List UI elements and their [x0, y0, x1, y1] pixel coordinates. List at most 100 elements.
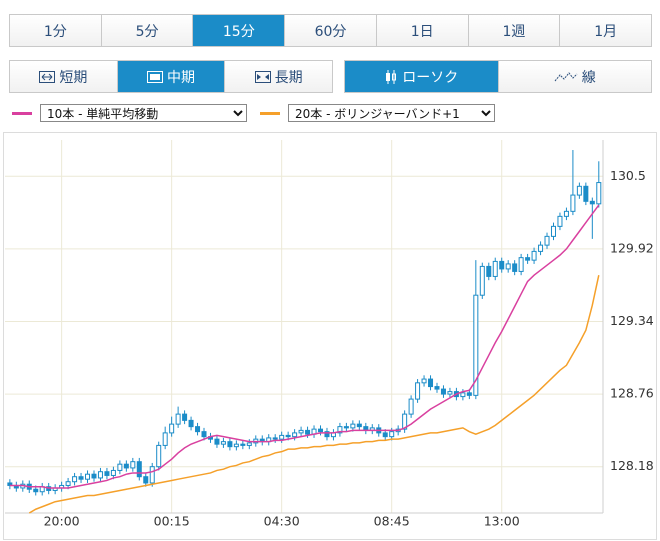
candle-body	[589, 200, 595, 205]
range-group: 短期 中期 長期	[9, 60, 333, 93]
indicator-line	[9, 204, 600, 489]
candle-body	[324, 431, 330, 438]
candle-body	[149, 466, 155, 484]
candle-body	[130, 461, 136, 469]
timeframe-tab[interactable]: 60分	[284, 15, 376, 46]
candle-body	[447, 391, 453, 395]
candle-body	[402, 413, 408, 430]
icon	[254, 70, 271, 83]
style-tab[interactable]: ローソク	[345, 61, 498, 92]
icon	[39, 70, 56, 83]
candle-body	[195, 426, 201, 433]
candle-body	[201, 431, 207, 438]
candle-body	[544, 235, 550, 246]
x-tick-label: 08:45	[374, 514, 410, 529]
candle-body	[285, 434, 291, 438]
candle-body	[104, 471, 110, 476]
timeframe-tab[interactable]: 15分	[192, 15, 285, 46]
candle-body	[583, 185, 589, 202]
range-tab[interactable]: 長期	[224, 61, 333, 92]
candle-body	[85, 473, 91, 480]
y-tick-label: 128.18	[610, 458, 654, 473]
candle-body	[279, 434, 285, 440]
candle-body	[479, 265, 485, 296]
candle-body	[570, 194, 576, 212]
candle-body	[550, 225, 556, 237]
candle-body	[292, 432, 298, 438]
range-tab[interactable]: 短期	[10, 61, 117, 92]
candle-body	[518, 257, 524, 272]
candle-body	[214, 438, 220, 445]
candle-body	[350, 423, 356, 429]
timeframe-tab[interactable]: 1分	[10, 15, 101, 46]
candle-body	[421, 378, 427, 384]
candle-body	[428, 378, 434, 388]
candle-body	[440, 388, 446, 395]
candle-body	[65, 481, 71, 486]
x-tick-label: 13:00	[484, 514, 520, 529]
timeframe-tabs: 1分 5分 15分 60分 1日 1週 1月	[9, 14, 652, 47]
candle-body	[162, 432, 168, 446]
chevron	[481, 110, 491, 117]
candle-body	[246, 442, 252, 446]
range-tab[interactable]: 中期	[116, 61, 225, 92]
timeframe-tab[interactable]: 1週	[467, 15, 560, 46]
candle-body	[486, 265, 492, 277]
candle-body	[473, 294, 479, 396]
candle-body	[538, 244, 544, 252]
candle-body	[298, 429, 304, 434]
candle-body	[78, 476, 84, 480]
candle-body	[389, 431, 395, 438]
candle-body	[576, 185, 582, 196]
candle-body	[110, 469, 116, 476]
candle-body	[233, 443, 239, 448]
candle-body	[175, 413, 181, 425]
candle-body	[272, 437, 278, 440]
x-tick-label: 20:00	[44, 514, 80, 529]
candle-body	[117, 463, 123, 471]
candle-body	[525, 257, 531, 261]
candle-body	[91, 473, 97, 479]
legend-swatch	[12, 111, 32, 115]
timeframe-tab[interactable]: 1月	[559, 15, 652, 46]
indicator-select[interactable]: 20本 - ボリンジャーバンド+1	[288, 104, 495, 122]
candle-body	[512, 263, 518, 272]
candle-body	[337, 426, 343, 434]
candle-body	[220, 441, 226, 445]
icon	[554, 71, 578, 81]
candle-body	[460, 392, 466, 398]
candle-body	[343, 426, 349, 429]
candle-body	[499, 260, 505, 270]
candle-body	[156, 444, 162, 468]
candle-body	[136, 461, 142, 478]
select-text: 10本 - 単純平均移動	[47, 106, 159, 121]
icon	[147, 70, 163, 83]
candle-body	[305, 429, 311, 435]
candle-body	[188, 419, 194, 428]
y-tick-label: 129.34	[610, 313, 654, 328]
range-label: 短期	[59, 69, 88, 86]
candle-body	[596, 182, 602, 205]
candle-body	[356, 423, 362, 428]
indicator-select[interactable]: 10本 - 単純平均移動	[40, 104, 247, 122]
x-tick-label: 04:30	[264, 514, 300, 529]
candle-body	[466, 392, 472, 396]
legend-swatch	[260, 111, 280, 115]
style-label: 線	[581, 69, 596, 86]
style-tab[interactable]: 線	[497, 61, 651, 92]
candle-body	[182, 413, 188, 421]
timeframe-tab[interactable]: 1日	[375, 15, 468, 46]
chevron	[233, 110, 243, 117]
chart: 128.18 128.76 129.34 129.92 130.5 20:00 00:15 0…	[3, 132, 657, 540]
indicator-line	[28, 275, 600, 514]
candle-body	[563, 210, 569, 217]
candle-body	[143, 476, 149, 484]
candle-body	[415, 382, 421, 400]
candle-body	[123, 463, 129, 469]
timeframe-tab[interactable]: 5分	[100, 15, 193, 46]
candle-body	[240, 443, 246, 446]
candle-body	[33, 488, 39, 493]
candle-body	[531, 250, 537, 261]
